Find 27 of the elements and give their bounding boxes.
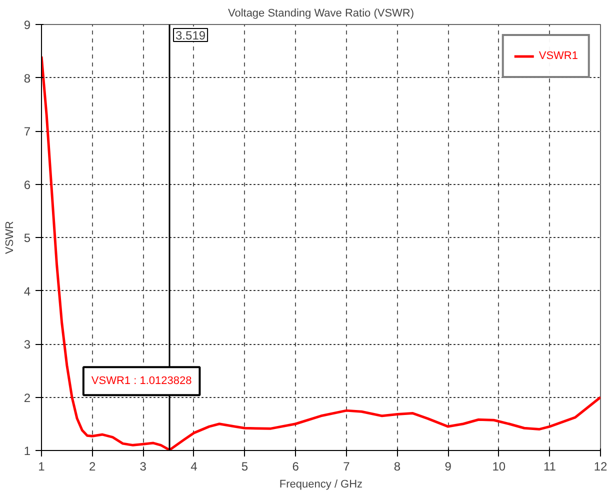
x-tick-label: 5 (241, 460, 248, 474)
x-tick-label: 2 (88, 460, 96, 474)
x-tick-label: 11 (543, 460, 556, 474)
y-tick-label: 6 (24, 178, 31, 192)
ref-line-label: 3.519 (176, 28, 206, 42)
y-tick-label: 5 (24, 231, 31, 245)
x-tick-label: 6 (292, 460, 300, 474)
x-tick-label: 10 (492, 460, 506, 474)
x-tick-label: 8 (394, 460, 401, 474)
y-tick-label: 7 (24, 124, 31, 138)
x-tick-label: 9 (444, 460, 452, 474)
y-tick-label: 8 (24, 71, 31, 86)
y-tick-label: 3 (24, 338, 31, 352)
y-axis-title: VSWR (4, 220, 16, 254)
y-tick-label: 9 (24, 18, 31, 32)
x-tick-label: 3 (140, 460, 147, 474)
x-axis-title: Frequency / GHz (279, 478, 363, 490)
x-tick-label: 7 (343, 460, 350, 474)
y-tick-label: 2 (24, 390, 31, 405)
y-tick-label: 1 (24, 444, 31, 458)
x-tick-label: 4 (190, 460, 198, 474)
y-tick-label: 4 (24, 284, 31, 298)
annotation: VSWR1 : 1.0123828 (91, 375, 192, 388)
x-tick-label: 12 (594, 460, 608, 474)
chart-title: Voltage Standing Wave Ratio (VSWR) (228, 8, 414, 20)
x-tick-label: 1 (38, 460, 46, 474)
legend-label: VSWR1 (538, 50, 578, 62)
